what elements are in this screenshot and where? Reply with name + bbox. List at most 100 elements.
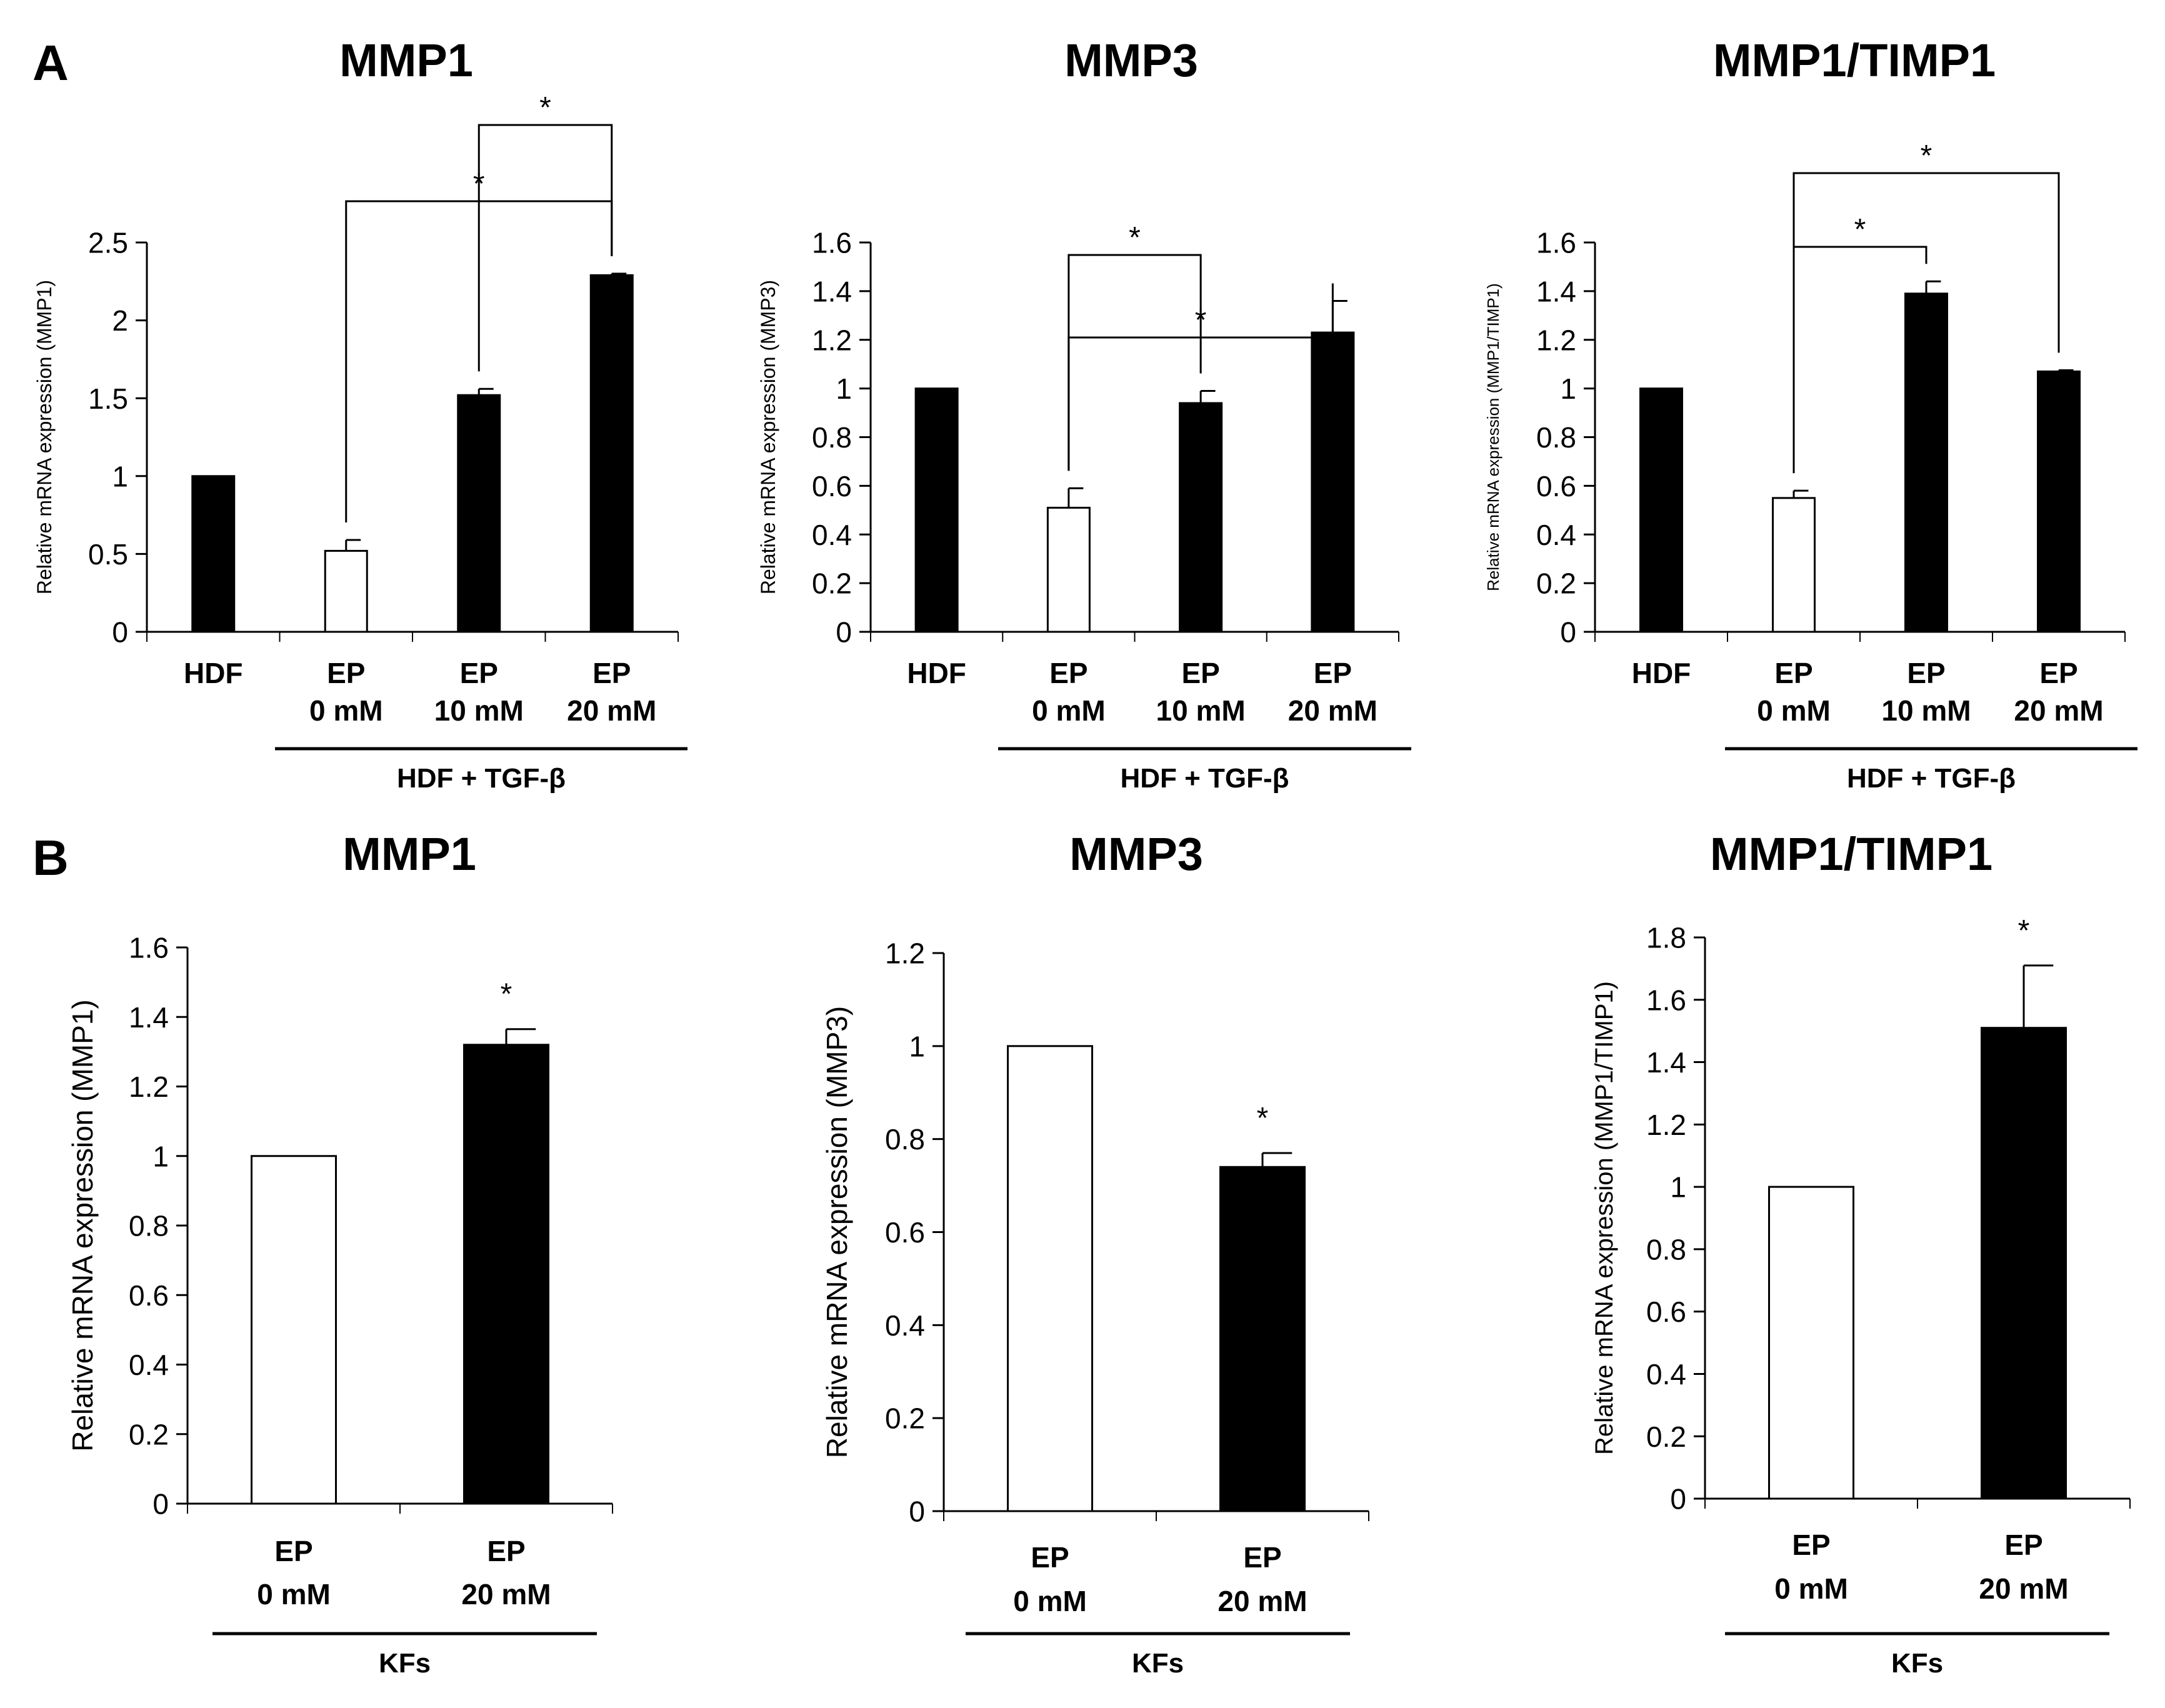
x-category-label: 10 mM <box>434 694 524 727</box>
y-tick-label: 0.6 <box>129 1279 169 1312</box>
y-tick-label: 1.6 <box>1536 227 1576 259</box>
y-tick-label: 1 <box>152 1140 169 1172</box>
y-tick-label: 2 <box>112 304 128 337</box>
y-tick-label: 1.2 <box>885 937 925 970</box>
y-tick-label: 0 <box>152 1488 169 1521</box>
chart-2: MMP3 Relative mRNA expression (MMP3) 0 0.2 0… <box>757 34 1411 794</box>
bar <box>191 475 236 633</box>
y-tick-label: 0 <box>1560 616 1576 649</box>
y-tick-label: 1 <box>112 460 128 492</box>
x-category-label: EP <box>1314 657 1352 689</box>
group-label: KFs <box>1891 1648 1943 1679</box>
bar <box>1219 1166 1306 1512</box>
y-tick-label: 1.2 <box>1536 324 1576 356</box>
y-tick-label: 1 <box>909 1030 925 1062</box>
panel-letter-b: B <box>32 830 69 886</box>
y-axis-label: Relative mRNA expression (MMP3) <box>821 1006 853 1458</box>
y-tick-label: 1.6 <box>129 932 169 964</box>
y-tick-label: 1.6 <box>1646 984 1686 1016</box>
y-tick-label: 1.4 <box>1536 275 1576 307</box>
x-category-label: HDF <box>184 657 243 689</box>
y-tick-label: 1 <box>1670 1171 1686 1204</box>
significance-bracket <box>478 124 613 372</box>
x-category-label: EP <box>1774 657 1812 689</box>
x-category-label: EP <box>327 657 365 689</box>
y-tick-label: 1.6 <box>812 227 852 259</box>
chart-title: MMP3 <box>1064 34 1198 86</box>
y-tick-label: 0.8 <box>885 1123 925 1156</box>
x-category-label: 0 mM <box>1013 1585 1087 1617</box>
x-category-label: 0 mM <box>1774 1572 1848 1605</box>
x-category-label: 0 mM <box>257 1578 331 1611</box>
bar <box>251 1155 337 1505</box>
x-category-label: EP <box>2004 1529 2042 1561</box>
chart-title: MMP1/TIMP1 <box>1713 34 1996 86</box>
group-label: HDF + TGF-β <box>1120 763 1289 794</box>
x-category-label: EP <box>1031 1541 1069 1574</box>
significance-bracket <box>1068 283 1334 471</box>
x-category-label: HDF <box>907 657 966 689</box>
y-tick-label: 0.8 <box>1536 421 1576 454</box>
y-tick-label: 1 <box>1560 372 1576 405</box>
y-tick-label: 1.4 <box>1646 1046 1686 1079</box>
x-category-label: EP <box>460 657 498 689</box>
bar <box>1772 497 1816 633</box>
x-category-label: 20 mM <box>1218 1585 1307 1617</box>
bar <box>2037 370 2081 633</box>
y-tick-label: 0 <box>909 1496 925 1528</box>
y-axis-label: Relative mRNA expression (MMP1/TIMP1) <box>1591 981 1618 1455</box>
y-tick-label: 0.8 <box>1646 1233 1686 1266</box>
significance-star: * <box>1195 304 1207 337</box>
y-axis-label: Relative mRNA expression (MMP3) <box>757 280 779 594</box>
y-tick-label: 1.2 <box>812 324 852 356</box>
significance-bracket <box>1792 172 2060 474</box>
bar <box>1904 292 1948 633</box>
significance-star: * <box>1257 1102 1269 1135</box>
y-tick-label: 0.8 <box>812 421 852 454</box>
significance-star: * <box>539 91 551 124</box>
chart-4: MMP1 Relative mRNA expression (MMP1) 0 0.2 0… <box>66 828 613 1679</box>
x-category-label: 20 mM <box>1979 1572 2068 1605</box>
chart-title: MMP1 <box>339 34 473 86</box>
bar <box>324 549 368 633</box>
x-category-label: 10 mM <box>1881 694 1971 727</box>
y-tick-label: 0.4 <box>129 1349 169 1381</box>
chart-title: MMP1/TIMP1 <box>1710 828 1992 880</box>
group-label: HDF + TGF-β <box>397 763 566 794</box>
bar <box>463 1044 549 1505</box>
y-tick-label: 0.2 <box>129 1418 169 1451</box>
y-tick-label: 0.5 <box>88 538 128 571</box>
bar <box>1768 1186 1854 1500</box>
x-category-label: EP <box>1181 657 1219 689</box>
x-category-label: EP <box>592 657 631 689</box>
significance-bracket <box>345 200 613 522</box>
charts-layer: MMP1 Relative mRNA expression (MMP1) 0 0.5 1… <box>33 34 2138 1679</box>
x-category-label: 0 mM <box>1032 694 1106 727</box>
x-category-label: 0 mM <box>1757 694 1831 727</box>
x-category-label: EP <box>1243 1541 1281 1574</box>
significance-star: * <box>501 978 512 1011</box>
significance-star: * <box>2018 914 2030 947</box>
group-label: HDF + TGF-β <box>1847 763 2016 794</box>
chart-6: MMP1/TIMP1 Relative mRNA expression (MMP1… <box>1591 828 2131 1679</box>
y-tick-label: 1.4 <box>812 275 852 307</box>
y-tick-label: 1.4 <box>129 1001 169 1034</box>
x-category-label: EP <box>487 1535 525 1567</box>
bar <box>1311 331 1355 633</box>
bar <box>1981 1027 2067 1500</box>
chart-title: MMP1 <box>342 828 476 880</box>
bar <box>914 387 959 633</box>
y-axis-label: Relative mRNA expression (MMP1) <box>33 280 56 594</box>
y-tick-label: 0 <box>112 616 128 649</box>
y-tick-label: 2.5 <box>88 227 128 259</box>
chart-title: MMP3 <box>1069 828 1203 880</box>
y-tick-label: 0.2 <box>812 567 852 600</box>
bar <box>1007 1045 1093 1512</box>
y-tick-label: 0.4 <box>1646 1358 1686 1391</box>
x-category-label: EP <box>274 1535 312 1567</box>
significance-star: * <box>1854 213 1866 246</box>
y-axis-label: Relative mRNA expression (MMP1) <box>66 999 99 1451</box>
chart-5: MMP3 Relative mRNA expression (MMP3) 0 0.2 0… <box>821 828 1369 1679</box>
x-category-label: 0 mM <box>309 694 383 727</box>
